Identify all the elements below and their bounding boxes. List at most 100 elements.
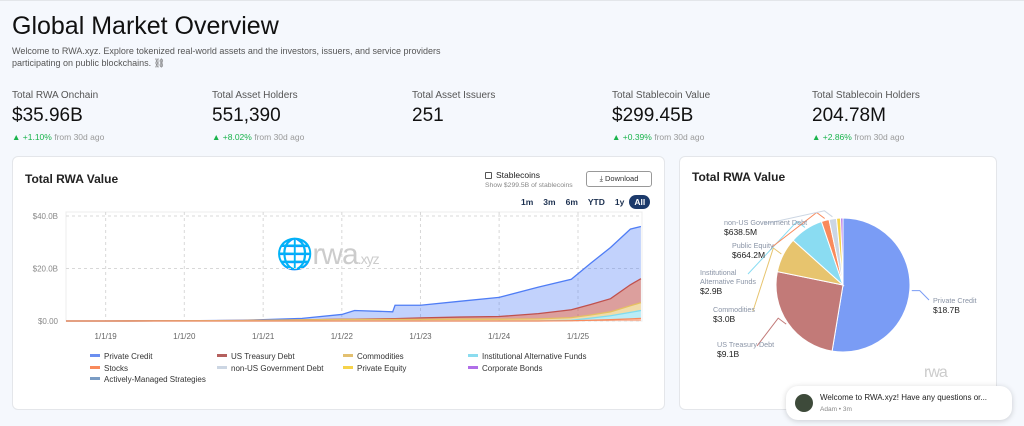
stat-label: Total Asset Holders <box>212 90 298 101</box>
avatar <box>795 394 813 412</box>
legend-item[interactable]: Commodities <box>343 352 404 361</box>
range-ytd[interactable]: YTD <box>587 197 605 207</box>
pie-label-value: $18.7B <box>933 305 960 315</box>
pie-label: non-US Government Debt $638.5M <box>724 218 807 238</box>
legend-label: non-US Government Debt <box>231 363 324 373</box>
legend-item[interactable]: Stocks <box>90 364 128 373</box>
stablecoins-label: Stablecoins <box>496 170 540 180</box>
legend-swatch <box>217 365 227 369</box>
pie-label-value: $9.1B <box>717 349 740 359</box>
x-tick-label: 1/1/22 <box>331 332 354 341</box>
legend-label: US Treasury Debt <box>231 352 295 361</box>
y-tick-label: $0.00 <box>38 317 59 326</box>
stat-label: Total RWA Onchain <box>12 90 99 101</box>
y-tick-label: $40.0B <box>33 212 58 221</box>
stat-value: $35.96B <box>12 105 83 126</box>
watermark-text: rwa <box>312 238 358 271</box>
legend-swatch <box>468 365 478 369</box>
range-all[interactable]: All <box>629 195 651 209</box>
range-selector: 1m 3m 6m YTD 1y All <box>516 195 651 209</box>
pie-label-value: $664.2M <box>732 250 766 260</box>
legend-label: Stocks <box>104 363 129 373</box>
stablecoins-checkbox[interactable] <box>485 172 492 179</box>
stat-change-suffix: from 30d ago <box>654 132 705 142</box>
legend-item[interactable]: Actively-Managed Strategies <box>90 375 206 384</box>
stat-asset-issuers: Total Asset Issuers 251 <box>412 90 495 127</box>
stat-total-rwa: Total RWA Onchain $35.96B ▲ +1.10% from … <box>12 90 104 142</box>
pie-label-name: Public Equity <box>732 241 774 250</box>
stat-stablecoin-value: Total Stablecoin Value $299.45B ▲ +0.39%… <box>612 90 710 142</box>
x-tick-label: 1/1/24 <box>488 332 511 341</box>
legend-swatch <box>468 354 478 357</box>
area-chart-title: Total RWA Value <box>25 172 119 186</box>
x-tick-label: 1/1/20 <box>173 332 196 341</box>
stat-asset-holders: Total Asset Holders 551,390 ▲ +8.02% fro… <box>212 90 304 142</box>
pie-label-name: Commodities <box>713 305 755 314</box>
pie-label-value: $2.9B <box>700 286 723 296</box>
pie-watermark: rwa <box>924 364 948 382</box>
range-3m[interactable]: 3m <box>543 197 556 207</box>
page-title: Global Market Overview <box>12 12 279 40</box>
legend-label: Commodities <box>357 352 404 361</box>
legend-swatch <box>90 377 100 380</box>
download-label: Download <box>605 174 639 183</box>
legend-swatch <box>90 354 100 357</box>
pie-label-name: Private Credit <box>933 296 977 305</box>
page-description: Welcome to RWA.xyz. Explore tokenized re… <box>12 46 441 68</box>
legend-item[interactable]: US Treasury Debt <box>217 352 295 361</box>
legend-swatch <box>343 354 353 357</box>
range-1y[interactable]: 1y <box>614 197 625 207</box>
stat-label: Total Stablecoin Value <box>612 90 711 101</box>
pie-label: Private Credit $18.7B <box>933 296 977 316</box>
legend-swatch <box>217 354 227 357</box>
x-tick-label: 1/1/25 <box>567 332 590 341</box>
legend-label: Private Credit <box>104 352 153 361</box>
legend-item[interactable]: Institutional Alternative Funds <box>468 352 587 361</box>
stat-change: ▲ +1.10% <box>12 132 52 142</box>
legend-item[interactable]: Private Credit <box>90 352 152 361</box>
y-tick-label: $20.0B <box>33 265 58 274</box>
stat-change-suffix: from 30d ago <box>54 132 105 142</box>
x-tick-label: 1/1/19 <box>95 332 118 341</box>
legend-label: Private Equity <box>357 363 407 373</box>
globe-icon: 🌐 <box>276 238 313 271</box>
stablecoins-sub: Show $299.5B of stablecoins <box>485 182 573 189</box>
pie-label-name: US Treasury Debt <box>717 340 775 349</box>
area-private-credit <box>66 226 641 321</box>
pie-label-name: Institutional Alternative Funds <box>700 268 756 286</box>
pie-label-value: $3.0B <box>713 314 736 324</box>
pie-label: Commodities $3.0B <box>713 305 755 325</box>
download-button[interactable]: ⤓ Download <box>586 171 652 187</box>
line-stocks <box>66 317 641 322</box>
legend-item[interactable]: Private Equity <box>343 364 406 373</box>
watermark-suffix: .xyz <box>357 251 380 267</box>
stat-label: Total Stablecoin Holders <box>812 90 920 101</box>
stablecoins-toggle[interactable]: Stablecoins Show $299.5B of stablecoins <box>485 170 573 189</box>
legend-swatch <box>343 365 353 369</box>
stat-change-suffix: from 30d ago <box>854 132 905 142</box>
chat-toast[interactable]: Welcome to RWA.xyz! Have any questions o… <box>786 386 1012 420</box>
legend-item[interactable]: non-US Government Debt <box>217 364 324 373</box>
pie-label: Institutional Alternative Funds $2.9B <box>700 268 760 297</box>
stat-change: ▲ +2.86% <box>812 132 852 142</box>
download-icon: ⤓ <box>599 174 606 183</box>
range-6m[interactable]: 6m <box>565 197 578 207</box>
pie-label: US Treasury Debt $9.1B <box>717 340 774 360</box>
stat-value: 551,390 <box>212 105 281 126</box>
legend-item[interactable]: Corporate Bonds <box>468 364 542 373</box>
pie-label-value: $638.5M <box>724 227 758 237</box>
legend-label: Actively-Managed Strategies <box>104 375 206 384</box>
stat-change-suffix: from 30d ago <box>254 132 305 142</box>
stat-value: 204.78M <box>812 105 886 126</box>
toast-message: Welcome to RWA.xyz! Have any questions o… <box>820 393 988 402</box>
x-tick-label: 1/1/23 <box>409 332 432 341</box>
pie-label-name: non-US Government Debt <box>724 218 808 227</box>
stat-value: 251 <box>412 105 444 126</box>
legend-label: Corporate Bonds <box>482 363 543 373</box>
legend-label: Institutional Alternative Funds <box>482 352 587 361</box>
legend-swatch <box>90 365 100 369</box>
top-divider <box>0 0 1024 1</box>
pie-chart-title: Total RWA Value <box>692 170 786 184</box>
range-1m[interactable]: 1m <box>521 197 534 207</box>
